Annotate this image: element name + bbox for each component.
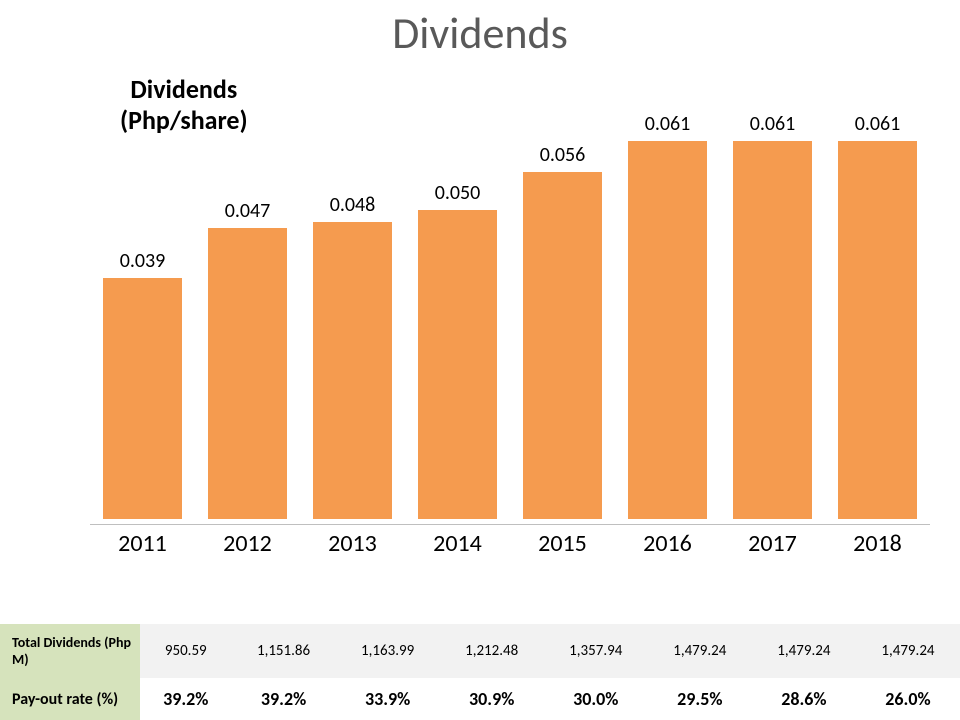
table-cell: 1,163.99 bbox=[336, 624, 440, 678]
table-cell: 1,479.24 bbox=[752, 624, 856, 678]
bar-wrap: 0.061 bbox=[825, 90, 930, 520]
row-header-payout-rate: Pay-out rate (%) bbox=[0, 678, 140, 720]
bar-value-label: 0.061 bbox=[750, 112, 796, 136]
dividends-data-table: Total Dividends (Php M) 950.59 1,151.86 … bbox=[0, 624, 960, 720]
bar-wrap: 0.056 bbox=[510, 90, 615, 520]
dividends-bar-chart: Dividends (Php/share) 0.0390.0470.0480.0… bbox=[20, 60, 940, 560]
table-cell: 1,479.24 bbox=[856, 624, 960, 678]
bar-value-label: 0.061 bbox=[645, 112, 691, 136]
x-axis: 20112012201320142015201620172018 bbox=[90, 524, 930, 560]
table-cell: 30.0% bbox=[544, 678, 648, 720]
bar bbox=[627, 140, 709, 520]
table-cell: 26.0% bbox=[856, 678, 960, 720]
table-cell: 1,479.24 bbox=[648, 624, 752, 678]
bar bbox=[837, 140, 919, 520]
bar bbox=[207, 227, 289, 520]
table-cell: 28.6% bbox=[752, 678, 856, 720]
row-header-total-dividends: Total Dividends (Php M) bbox=[0, 624, 140, 678]
table-cell: 30.9% bbox=[440, 678, 544, 720]
bar-value-label: 0.050 bbox=[435, 181, 481, 205]
bar-value-label: 0.047 bbox=[225, 199, 271, 223]
x-axis-tick: 2014 bbox=[405, 525, 510, 560]
table-cell: 950.59 bbox=[140, 624, 232, 678]
bar-value-label: 0.039 bbox=[120, 249, 166, 273]
table-cell: 33.9% bbox=[336, 678, 440, 720]
table-cell: 1,212.48 bbox=[440, 624, 544, 678]
table-cell: 39.2% bbox=[232, 678, 336, 720]
bar-wrap: 0.061 bbox=[720, 90, 825, 520]
bar bbox=[102, 277, 184, 520]
bar-wrap: 0.047 bbox=[195, 90, 300, 520]
table-cell: 29.5% bbox=[648, 678, 752, 720]
bar-value-label: 0.061 bbox=[855, 112, 901, 136]
x-axis-tick: 2012 bbox=[195, 525, 300, 560]
bar bbox=[417, 209, 499, 520]
x-axis-tick: 2013 bbox=[300, 525, 405, 560]
page-title: Dividends bbox=[0, 0, 960, 60]
x-axis-tick: 2011 bbox=[90, 525, 195, 560]
bar-wrap: 0.039 bbox=[90, 90, 195, 520]
table-cell: 1,357.94 bbox=[544, 624, 648, 678]
table-row-total-dividends: Total Dividends (Php M) 950.59 1,151.86 … bbox=[0, 624, 960, 678]
bar-value-label: 0.048 bbox=[330, 193, 376, 217]
bar-wrap: 0.061 bbox=[615, 90, 720, 520]
bar-value-label: 0.056 bbox=[540, 143, 586, 167]
table-cell: 1,151.86 bbox=[232, 624, 336, 678]
table-cell: 39.2% bbox=[140, 678, 232, 720]
bar bbox=[522, 171, 604, 520]
bar bbox=[732, 140, 814, 520]
bar bbox=[312, 221, 394, 520]
table-row-payout-rate: Pay-out rate (%) 39.2% 39.2% 33.9% 30.9%… bbox=[0, 678, 960, 720]
x-axis-tick: 2016 bbox=[615, 525, 720, 560]
bars-container: 0.039 0.047 0.048 0.050 0.056 0.061 0.061 0.061 bbox=[90, 90, 930, 520]
x-axis-tick: 2018 bbox=[825, 525, 930, 560]
bar-wrap: 0.050 bbox=[405, 90, 510, 520]
bar-wrap: 0.048 bbox=[300, 90, 405, 520]
x-axis-tick: 2017 bbox=[720, 525, 825, 560]
x-axis-tick: 2015 bbox=[510, 525, 615, 560]
